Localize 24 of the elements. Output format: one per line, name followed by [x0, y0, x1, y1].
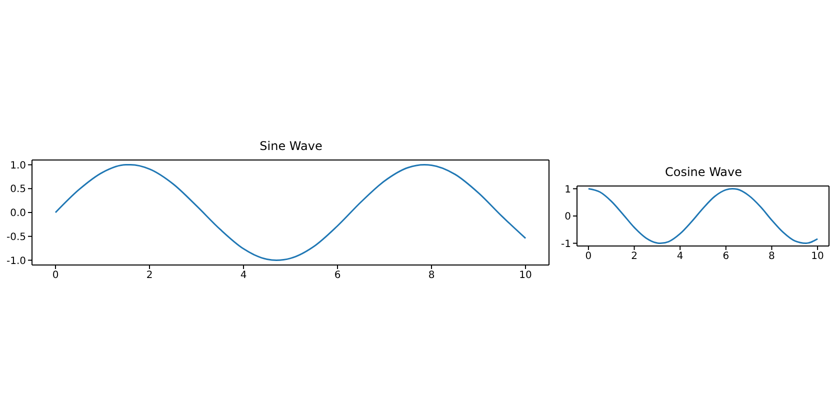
y-tick-label: -1.0 [6, 256, 26, 267]
x-tick-label: 2 [146, 270, 153, 282]
y-tick-label: 1 [564, 184, 571, 196]
y-tick-label: -0.5 [6, 232, 26, 243]
chart-title: Sine Wave [258, 139, 324, 155]
y-tick-label: 1.0 [10, 160, 26, 172]
x-tick-label: 10 [811, 251, 824, 262]
x-tick-label: 10 [519, 270, 532, 282]
y-tick-label: 0.5 [10, 184, 26, 196]
y-tick-label: -1 [561, 238, 571, 250]
x-tick-label: 4 [676, 251, 684, 262]
x-tick-label: 0 [52, 270, 59, 282]
line-series [588, 188, 818, 244]
x-tick-label: 4 [240, 270, 247, 282]
x-tick-label: 0 [585, 251, 592, 262]
y-tick-label: 0 [564, 212, 571, 223]
y-tick-label: 0.0 [10, 208, 26, 220]
x-tick-label: 2 [631, 251, 638, 262]
x-tick-label: 8 [768, 251, 775, 262]
line-series [54, 164, 526, 261]
x-tick-label: 8 [428, 270, 435, 282]
x-tick-label: 6 [722, 251, 730, 262]
x-tick-label: 6 [334, 270, 341, 282]
chart-title: Cosine Wave [664, 165, 744, 181]
